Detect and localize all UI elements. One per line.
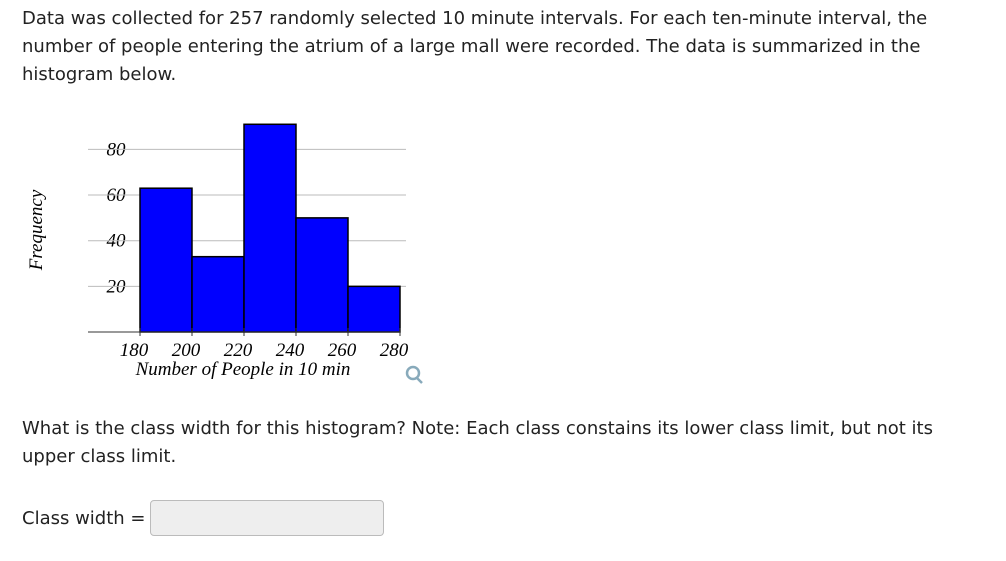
x-tick-label: 260 <box>328 340 357 361</box>
y-axis-label: Frequency <box>26 189 47 271</box>
answer-input[interactable] <box>150 500 384 536</box>
x-tick-label: 280 <box>380 340 409 361</box>
x-tick-label: 180 <box>120 340 149 361</box>
x-axis-label: Number of People in 10 min <box>135 359 351 380</box>
chart: Frequency Number of People in 10 min 204… <box>26 123 423 384</box>
bar <box>191 255 245 333</box>
x-tick-label: 240 <box>276 340 305 361</box>
zoom-icon[interactable] <box>405 365 423 384</box>
x-tick-label: 200 <box>172 340 201 361</box>
bar <box>347 285 401 333</box>
answer-row: Class width = <box>22 500 384 538</box>
x-tick-label: 220 <box>224 340 253 361</box>
bar <box>139 187 193 333</box>
answer-label: Class width = <box>22 508 146 529</box>
intro-text: Data was collected for 257 randomly sele… <box>22 8 928 85</box>
question-text: What is the class width for this histogr… <box>22 418 933 467</box>
bar <box>243 123 297 333</box>
bar <box>295 217 349 333</box>
